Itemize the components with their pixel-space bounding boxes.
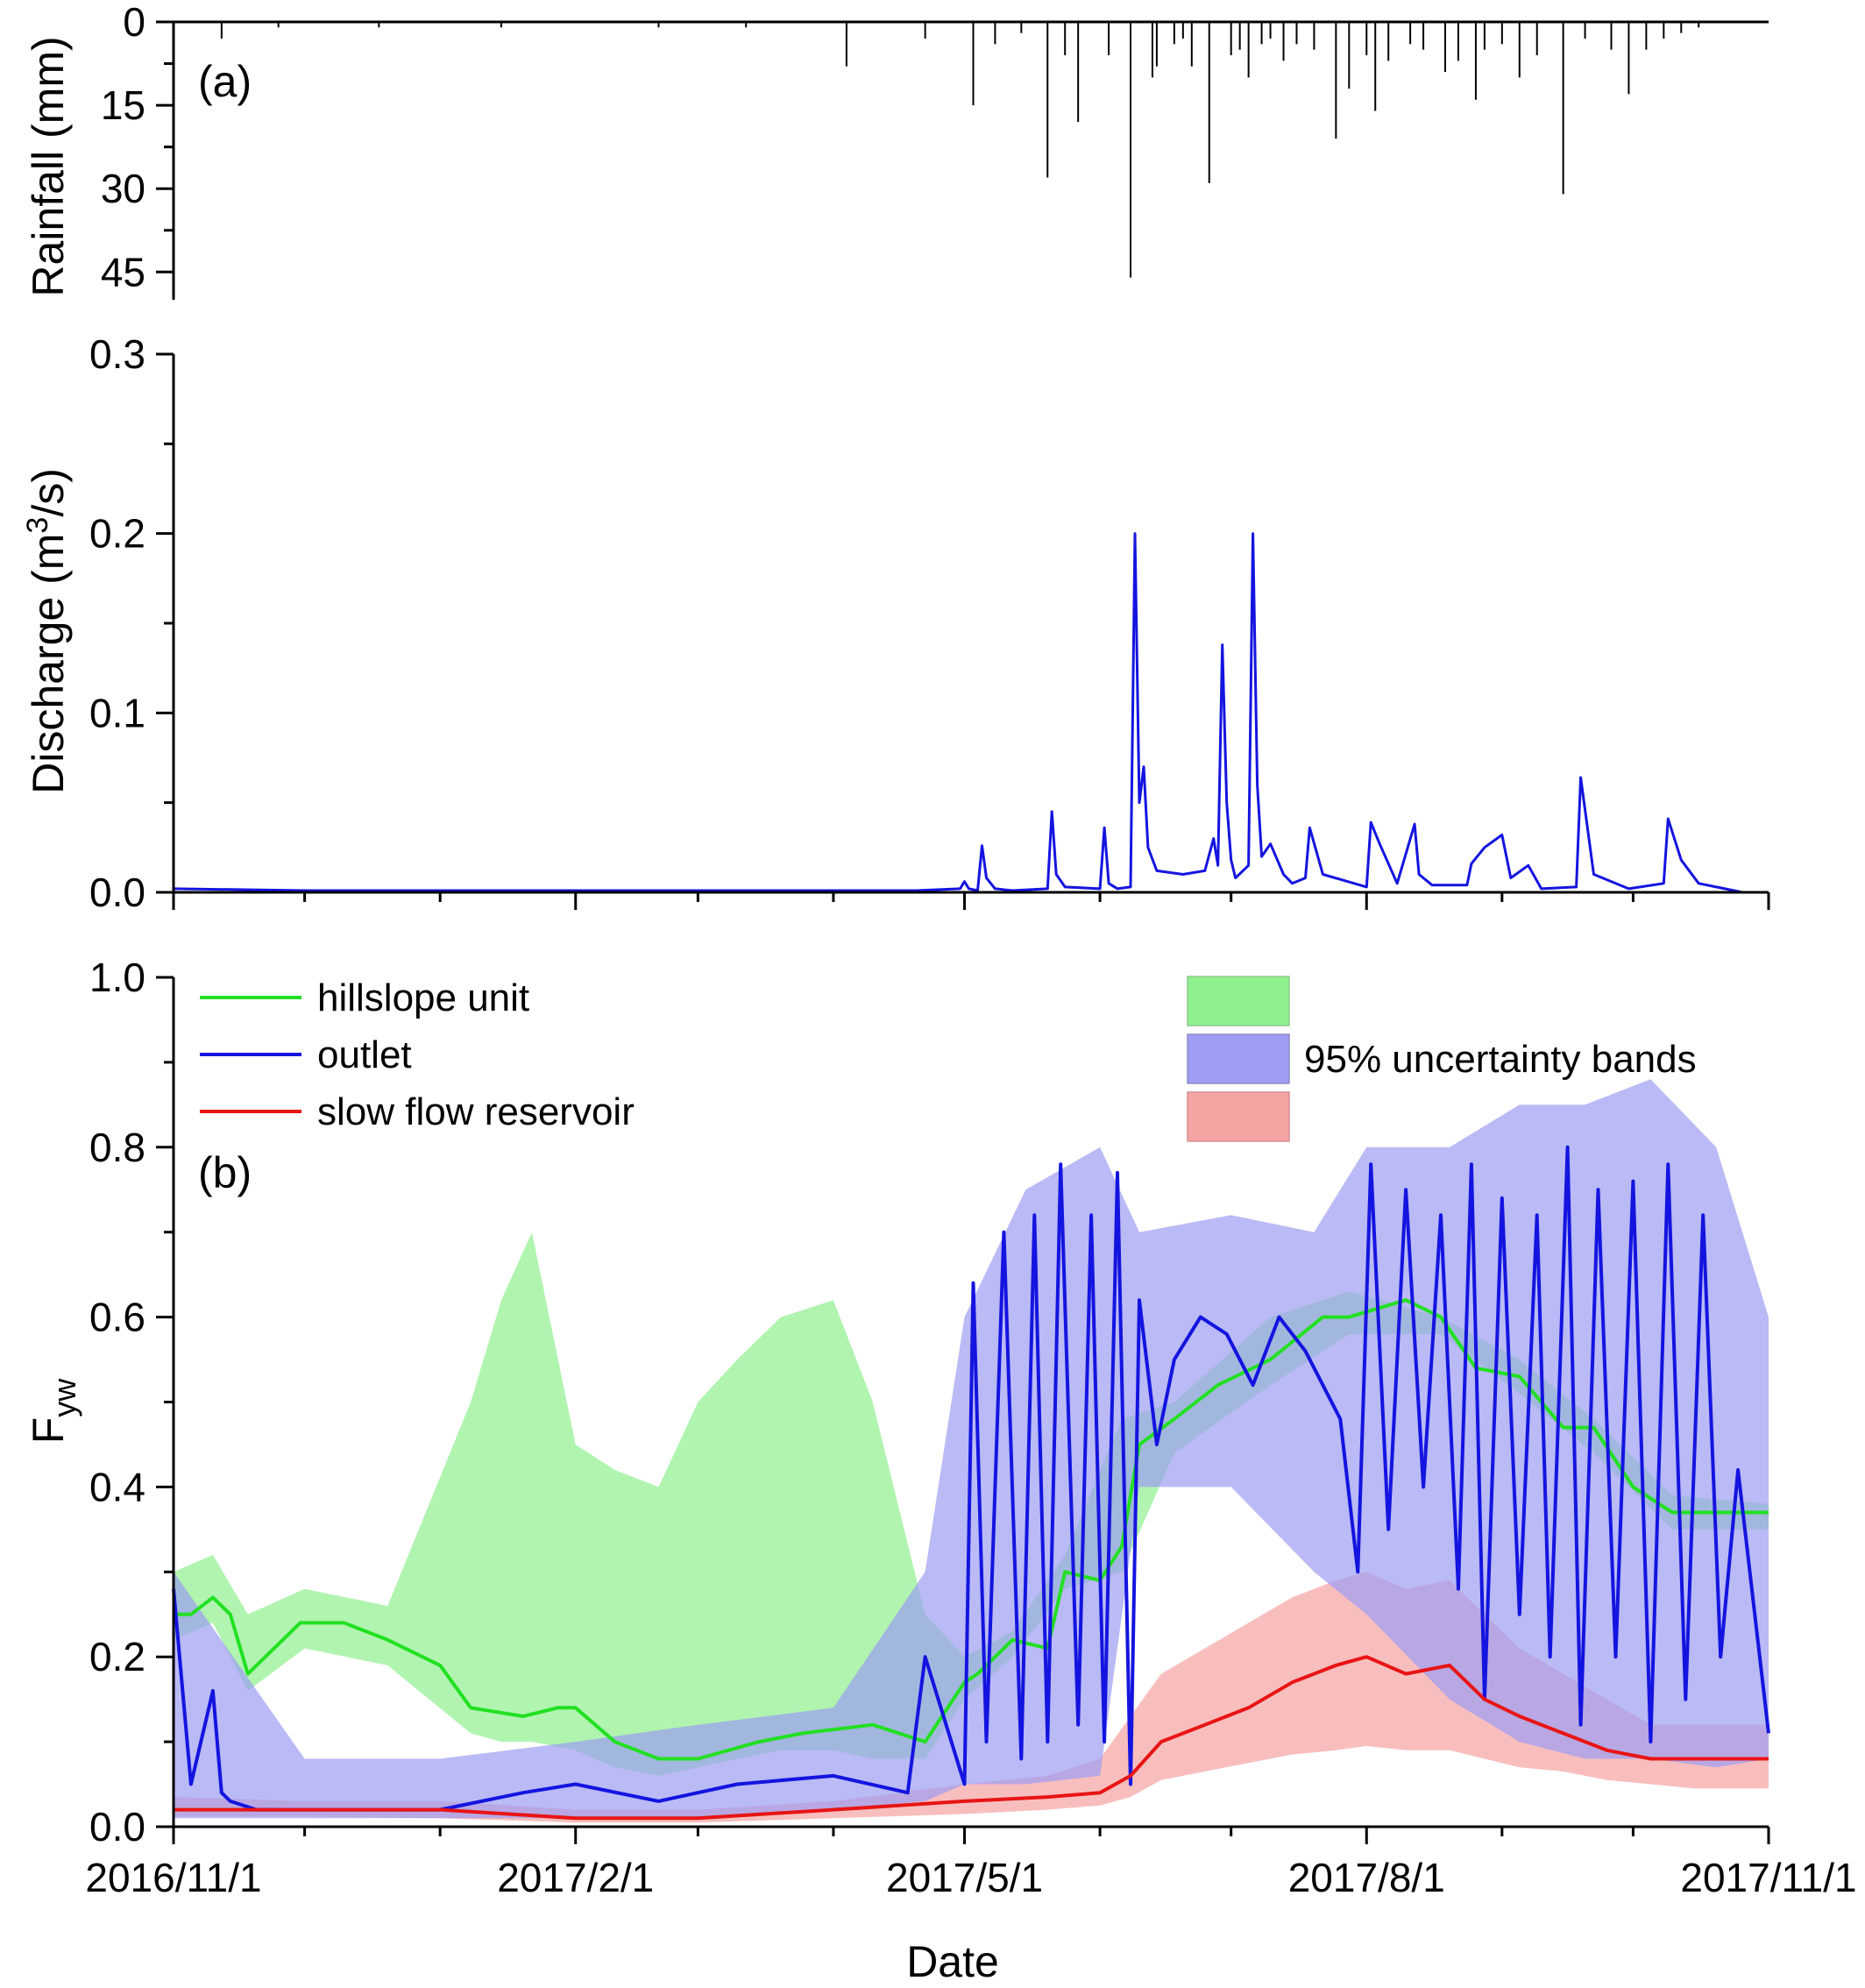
discharge-panel: 0.0 0.1 0.2 0.3 Discharge (m3/s) (21, 331, 1770, 915)
rainfall-panel: 0 15 30 45 Rainfall (mm) (a) (24, 0, 1769, 300)
band-swatch-slow-flow (1187, 1091, 1290, 1142)
discharge-ylabel-end: /s) (24, 468, 73, 517)
fyw-y-tick-label: 0.6 (89, 1295, 145, 1340)
discharge-y-tick-label: 0.2 (89, 511, 145, 557)
rain-y-tick-label: 15 (101, 82, 145, 128)
discharge-ylabel-sup: 3 (21, 517, 54, 534)
legend-label-outlet: outlet (317, 1033, 412, 1076)
discharge-y-tick-label: 0.1 (89, 690, 145, 735)
discharge-series (173, 532, 1743, 894)
rainfall-y-axis-title: Rainfall (mm) (24, 36, 73, 296)
rain-y-tick-label: 0 (123, 0, 145, 45)
discharge-y-axis-title: Discharge (m3/s) (21, 468, 73, 794)
band-legend: 95% uncertainty bands (1187, 976, 1697, 1142)
x-tick-label: 2017/2/1 (497, 1855, 654, 1900)
band-slow-flow (174, 1572, 1769, 1823)
discharge-series-line (173, 532, 1743, 894)
fyw-y-axis-title: Fyw (24, 1378, 82, 1445)
fyw-y-tick-label: 0.4 (89, 1464, 145, 1509)
x-tick-label: 2017/11/1 (1680, 1855, 1856, 1900)
discharge-y-tick-label: 0.0 (89, 870, 145, 915)
legend: hillslope unit outlet slow flow reservoi… (200, 976, 635, 1133)
fyw-axes: 0.0 0.2 0.4 0.6 0.8 1.0 (89, 955, 1770, 1850)
band-swatch-outlet (1187, 1033, 1290, 1084)
discharge-ylabel-main: Discharge (m (24, 534, 73, 794)
rainfall-bars (220, 22, 1700, 278)
panel-label-a: (a) (198, 57, 252, 106)
discharge-axes: 0.0 0.1 0.2 0.3 (89, 331, 1770, 915)
fyw-ylabel-sub: yw (46, 1378, 82, 1417)
legend-label-slow-flow: slow flow reservoir (317, 1090, 635, 1133)
discharge-y-tick-label: 0.3 (89, 331, 145, 377)
band-hillslope (174, 1232, 1769, 1776)
rain-y-tick-label: 45 (101, 249, 145, 295)
x-tick-label: 2017/5/1 (886, 1855, 1043, 1900)
band-swatch-hillslope (1187, 976, 1290, 1026)
fyw-y-tick-label: 0.0 (89, 1804, 145, 1850)
x-tick-label: 2016/11/1 (85, 1855, 261, 1900)
rainfall-axes: 0 15 30 45 (101, 0, 1769, 300)
slow-flow-line (174, 1655, 1769, 1821)
x-tick-label: 2017/8/1 (1288, 1855, 1445, 1900)
fyw-series (172, 1145, 1770, 1821)
band-legend-label: 95% uncertainty bands (1304, 1038, 1697, 1081)
legend-label-hillslope: hillslope unit (317, 976, 529, 1019)
fyw-ylabel-main: F (24, 1417, 73, 1445)
panel-label-b: (b) (198, 1148, 252, 1197)
x-tick-labels: 2016/11/1 2017/2/1 2017/5/1 2017/8/1 2017/11… (85, 1855, 1856, 1900)
rain-y-tick-label: 30 (101, 166, 145, 211)
fyw-y-tick-label: 1.0 (89, 955, 145, 1000)
fyw-y-tick-label: 0.8 (89, 1125, 145, 1170)
fyw-y-tick-label: 0.2 (89, 1634, 145, 1679)
x-axis-title: Date (906, 1937, 999, 1986)
fyw-panel: 0.0 0.2 0.4 0.6 0.8 1.0 Fyw (b) hillslope uni… (24, 955, 1770, 1850)
outlet-line (172, 1145, 1770, 1812)
